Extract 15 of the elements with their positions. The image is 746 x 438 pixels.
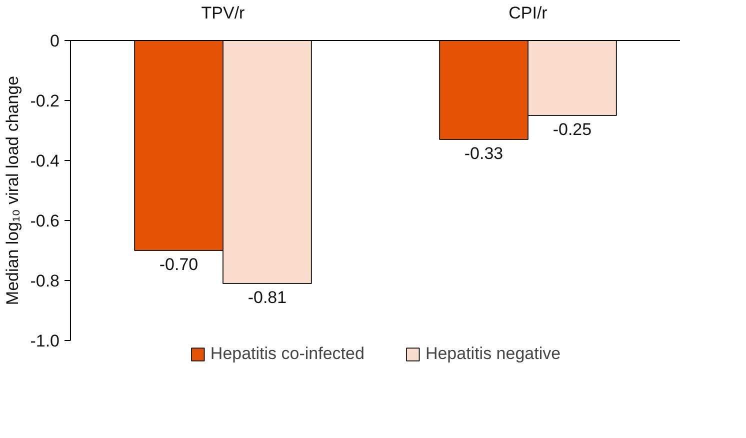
- y-tick-label: -0.4: [30, 152, 60, 170]
- legend-label: Hepatitis negative: [425, 344, 561, 364]
- data-label: -0.70: [159, 255, 198, 274]
- y-tick-label: -1.0: [30, 332, 60, 350]
- y-tick-label: -0.8: [30, 272, 60, 290]
- data-label: -0.25: [552, 120, 592, 139]
- x-tick-label: TPV/r: [201, 4, 246, 22]
- data-label: -0.81: [248, 288, 287, 307]
- y-tick-label: 0: [50, 32, 60, 50]
- data-label: -0.33: [464, 144, 504, 163]
- legend-label: Hepatitis co-infected: [210, 344, 364, 364]
- y-tick-label: -0.6: [30, 212, 60, 230]
- y-axis-title: Median log₁₀ viral load change: [3, 76, 22, 306]
- y-tick-label: -0.2: [30, 92, 60, 110]
- x-tick-label: CPI/r: [508, 4, 548, 22]
